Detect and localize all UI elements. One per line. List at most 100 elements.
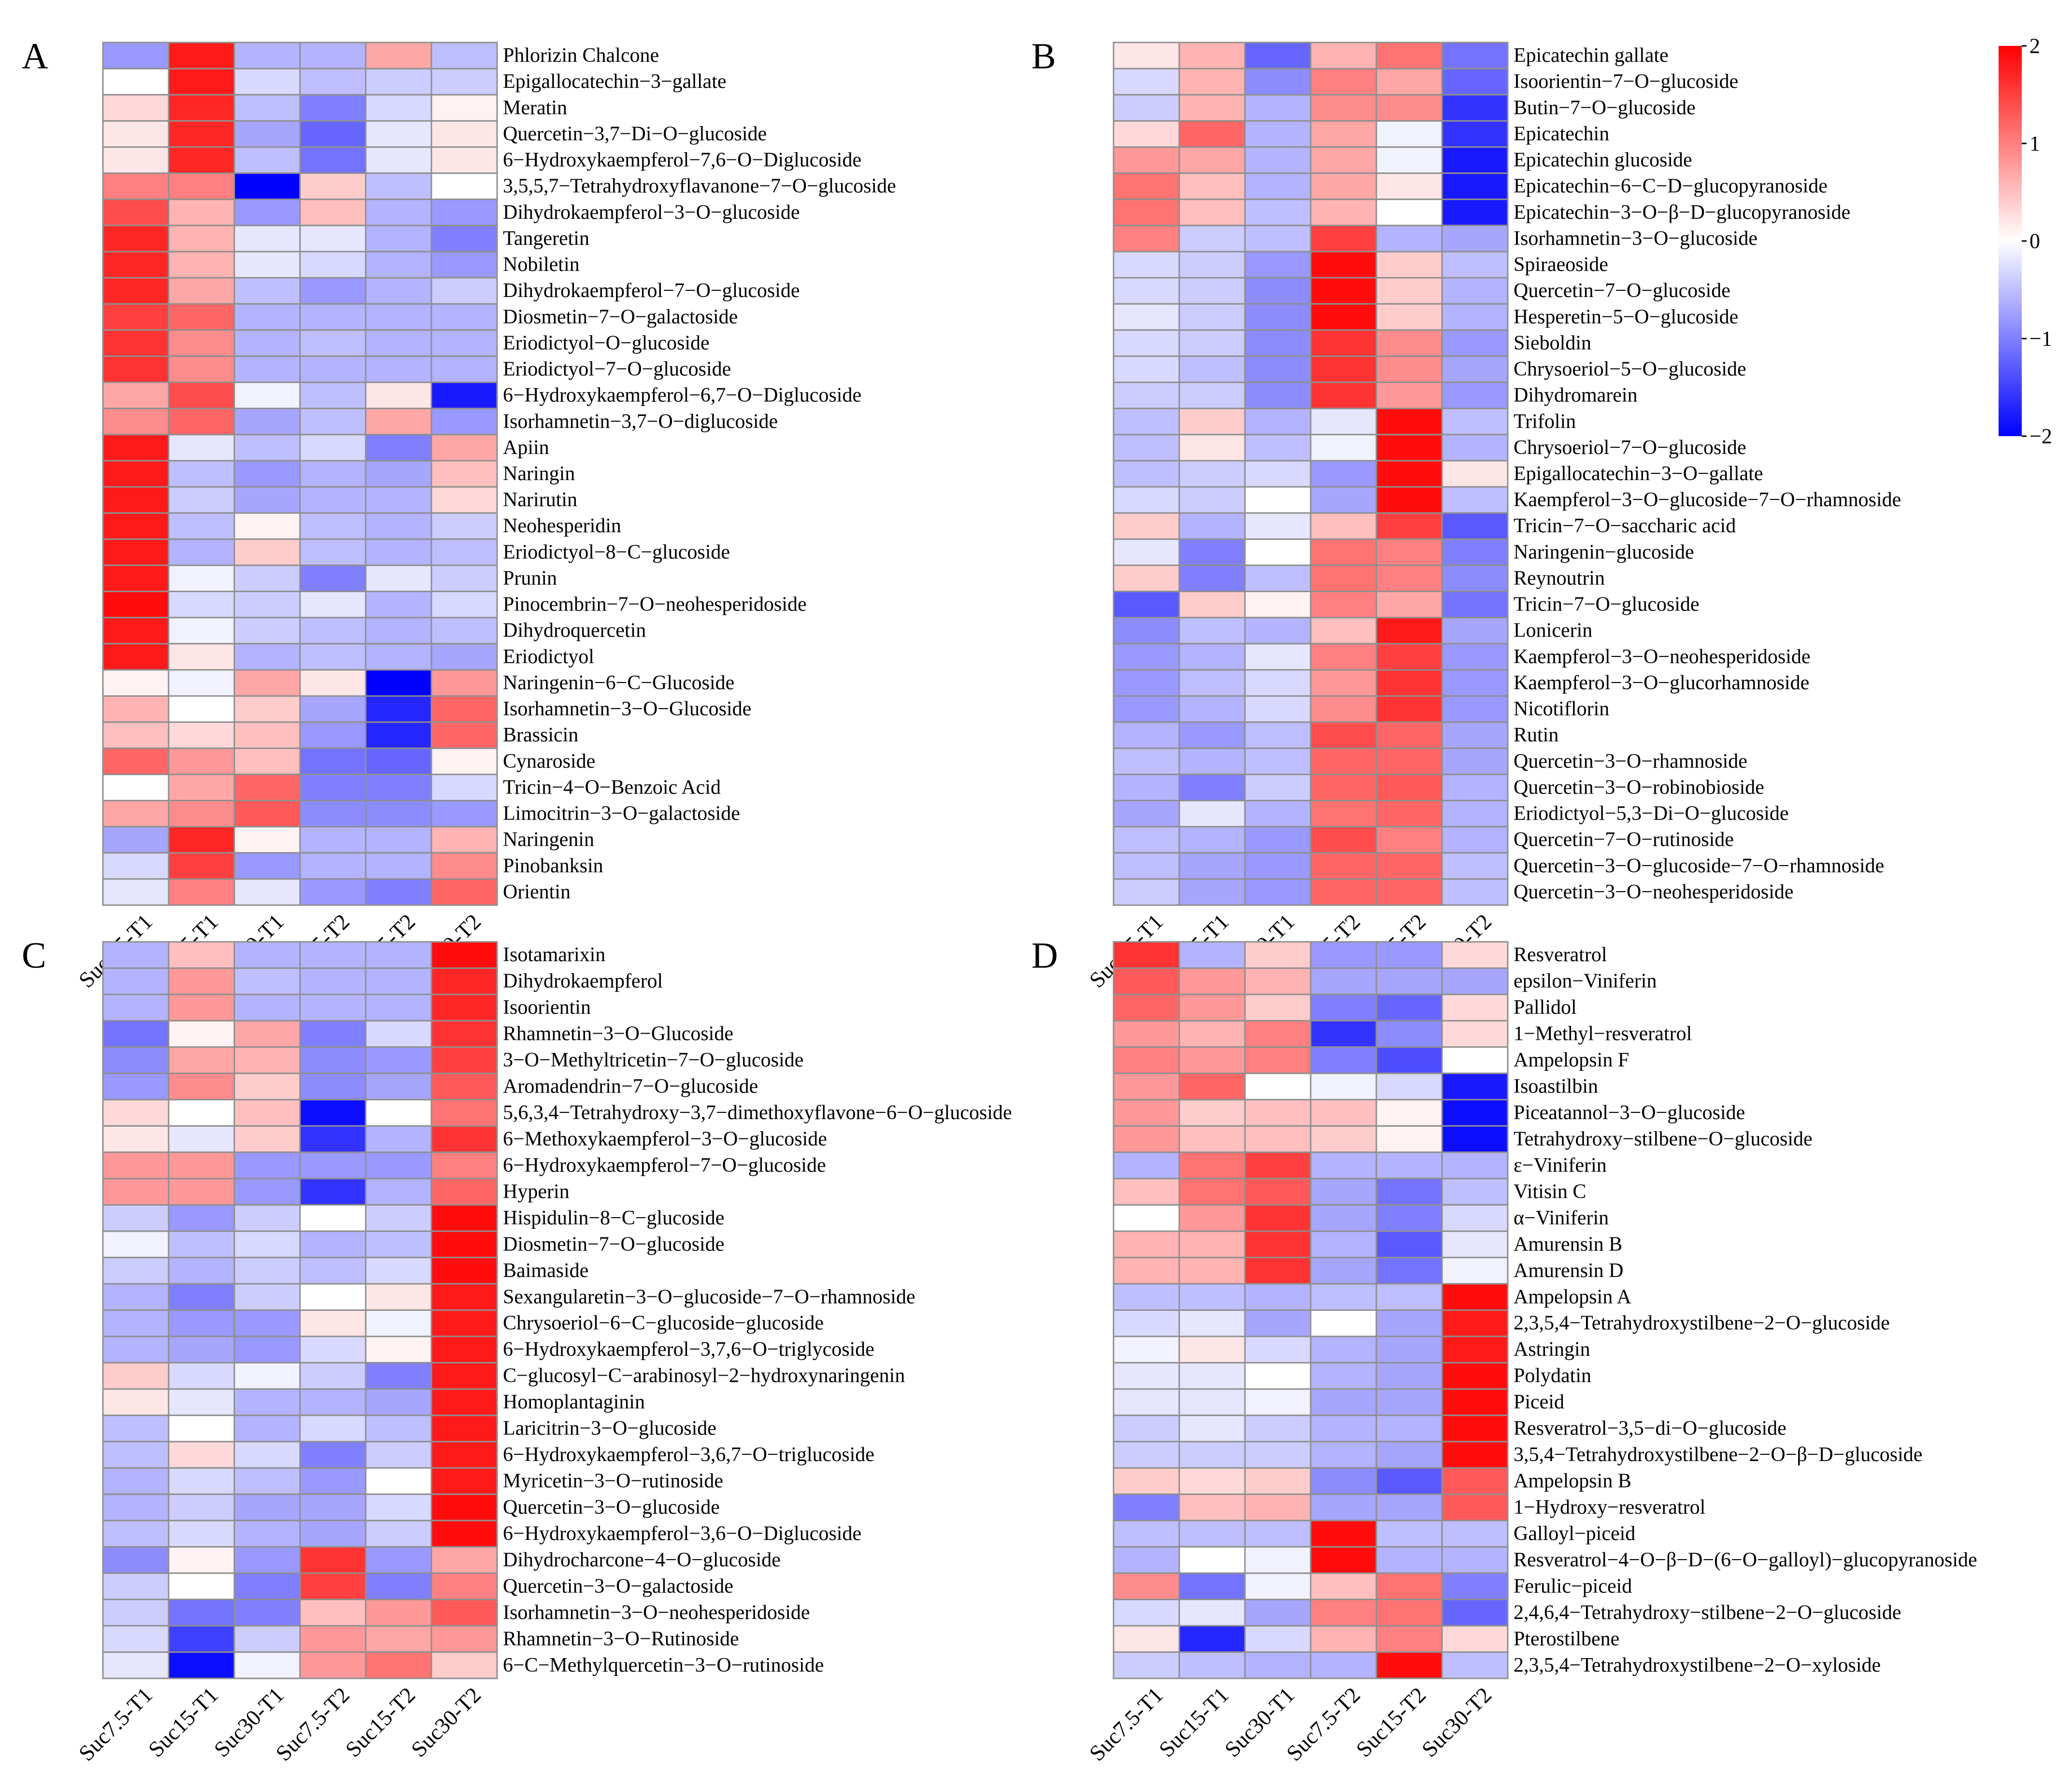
heatmap-cell <box>1310 1099 1377 1127</box>
heatmap-cell <box>1441 172 1509 200</box>
heatmap-cell <box>1113 773 1180 802</box>
heatmap-cell <box>430 1099 498 1127</box>
heatmap-cell <box>233 800 301 828</box>
heatmap-cell <box>102 512 170 540</box>
heatmap-cell <box>1178 773 1246 802</box>
row-label: Piceid <box>1514 1391 1564 1413</box>
heatmap-cell <box>168 355 235 383</box>
heatmap-cell <box>1178 564 1246 593</box>
heatmap-cell <box>430 434 498 462</box>
heatmap-cell <box>430 1651 498 1679</box>
row-label: Eriodictyol−5,3−Di−O−glucoside <box>1514 803 1789 825</box>
heatmap-cell <box>365 564 432 593</box>
heatmap-cell <box>1244 1230 1312 1259</box>
heatmap-cell <box>233 1414 301 1443</box>
heatmap-cell <box>1178 355 1246 383</box>
color-scale-tick-label: −1 <box>2029 327 2052 351</box>
heatmap-cell <box>102 1493 170 1521</box>
heatmap-cell <box>1375 434 1443 462</box>
heatmap-cell <box>1310 1178 1377 1206</box>
heatmap-cell <box>1244 1178 1312 1206</box>
heatmap-cell <box>102 172 170 200</box>
heatmap-cell <box>430 68 498 96</box>
heatmap-cell <box>168 1204 235 1232</box>
heatmap-cell <box>299 199 367 227</box>
heatmap-cell <box>1310 747 1377 775</box>
heatmap-cell <box>168 199 235 227</box>
heatmap-cell <box>1310 42 1377 70</box>
row-label: 3,5,4−Tetrahydroxystilbene−2−O−β−D−gluco… <box>1514 1444 1922 1466</box>
heatmap-cell <box>1310 199 1377 227</box>
heatmap-cell <box>430 591 498 619</box>
heatmap-cell <box>168 591 235 619</box>
row-label: Epicatechin−6−C−D−glucopyranoside <box>1514 175 1828 198</box>
heatmap-cell <box>1310 1362 1377 1390</box>
heatmap-cell <box>233 146 301 174</box>
column-label: Suc30-T2 <box>1417 1682 1496 1761</box>
heatmap-cell <box>1310 1204 1377 1232</box>
heatmap-cell <box>1113 1599 1180 1627</box>
heatmap-cell <box>430 329 498 357</box>
heatmap-cell <box>1244 225 1312 253</box>
row-label: Rutin <box>1514 724 1558 746</box>
heatmap-cell <box>1441 1257 1509 1285</box>
heatmap-cell <box>1113 1230 1180 1259</box>
heatmap-cell <box>102 747 170 775</box>
heatmap-cell <box>1375 172 1443 200</box>
heatmap-cell <box>365 1467 432 1495</box>
row-label: Naringenin−6−C−Glucoside <box>503 672 734 694</box>
heatmap-cell <box>1244 1388 1312 1416</box>
heatmap-cell <box>168 564 235 593</box>
heatmap-cell <box>1113 1651 1180 1679</box>
heatmap-cell <box>1375 1204 1443 1232</box>
row-label: Hesperetin−5−O−glucoside <box>1514 306 1738 328</box>
heatmap-cell <box>168 382 235 410</box>
heatmap-cell <box>299 408 367 436</box>
heatmap-cell <box>430 146 498 174</box>
heatmap-cell <box>1244 1572 1312 1601</box>
row-label: Sexangularetin−3−O−glucoside−7−O−rhamnos… <box>503 1286 915 1308</box>
heatmap-cell <box>299 564 367 593</box>
heatmap-cell <box>1244 1651 1312 1679</box>
heatmap-cell <box>1178 329 1246 357</box>
heatmap-cell <box>1178 967 1246 995</box>
heatmap-cell <box>430 747 498 775</box>
row-label: 2,4,6,4−Tetrahydroxy−stilbene−2−O−glucos… <box>1514 1602 1901 1624</box>
heatmap-cell <box>1178 617 1246 645</box>
heatmap-cell <box>430 617 498 645</box>
heatmap-cell <box>430 486 498 514</box>
heatmap-cell <box>102 1546 170 1574</box>
heatmap-cell <box>1310 94 1377 122</box>
heatmap-cell <box>1244 1151 1312 1179</box>
heatmap-cell <box>1178 669 1246 697</box>
heatmap-cell <box>365 1020 432 1048</box>
heatmap-cell <box>1310 591 1377 619</box>
heatmap-cell <box>233 1125 301 1153</box>
heatmap-cell <box>1375 538 1443 566</box>
heatmap-cell <box>1244 1414 1312 1443</box>
row-label: Dihydrokaempferol−3−O−glucoside <box>503 201 800 224</box>
heatmap-cell <box>299 172 367 200</box>
heatmap-cell <box>299 1599 367 1627</box>
heatmap-cell <box>1178 1204 1246 1232</box>
heatmap-cell <box>1441 669 1509 697</box>
heatmap-cell <box>1244 721 1312 749</box>
heatmap-cell <box>1113 617 1180 645</box>
heatmap-cell <box>1375 643 1443 671</box>
row-label: Pallidol <box>1514 996 1577 1019</box>
heatmap-cell <box>168 1651 235 1679</box>
heatmap-cell <box>1310 1020 1377 1048</box>
heatmap-cell <box>1441 1362 1509 1390</box>
heatmap-cell <box>1244 669 1312 697</box>
heatmap-cell <box>430 460 498 488</box>
heatmap-cell <box>102 1362 170 1390</box>
heatmap-cell <box>168 303 235 331</box>
heatmap-cell <box>1178 878 1246 906</box>
heatmap-cell <box>1441 251 1509 279</box>
heatmap-cell <box>430 1519 498 1548</box>
row-label: Naringenin <box>503 829 594 851</box>
heatmap-cell <box>430 225 498 253</box>
heatmap-cell <box>430 1599 498 1627</box>
heatmap-cell <box>1244 852 1312 880</box>
heatmap-cell <box>1244 643 1312 671</box>
